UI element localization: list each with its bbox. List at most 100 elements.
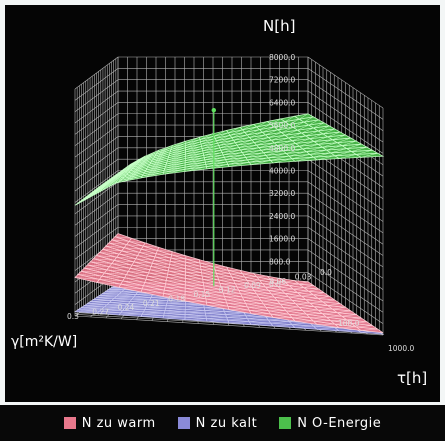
surface-zu-warm-diag [202, 279, 219, 281]
surface-zu-warm-diag [185, 294, 206, 296]
surface-zu-warm-diag [169, 264, 186, 266]
surface-zu-warm-diag [313, 292, 325, 296]
surface-o-energie-diag [265, 150, 284, 156]
surface-zu-warm-diag [143, 245, 159, 248]
surface-zu-warm-diag [303, 285, 314, 288]
left-wall-grid-line [74, 181, 119, 215]
surface-zu-kalt-diag [106, 303, 129, 305]
legend-swatch-zu-kalt [177, 417, 190, 429]
surface-zu-warm-diag [302, 309, 319, 311]
surface-zu-warm-diag [223, 292, 241, 294]
surface-zu-warm-diag [74, 277, 100, 280]
right-wall-grid-line [307, 272, 384, 324]
legend-item-zu-kalt[interactable]: N zu kalt [177, 415, 258, 431]
left-wall-grid-line [74, 158, 119, 192]
surface-zu-kalt-diag [90, 300, 112, 302]
gamma-tick-label: 0.0 [320, 268, 332, 277]
surface-zu-kalt-diag [316, 327, 335, 330]
surface-zu-warm-diag [185, 265, 201, 267]
surface-o-energie-diag [294, 156, 314, 162]
surface-o-energie-diag [299, 141, 315, 147]
right-wall-grid-line [307, 249, 384, 302]
surface-o-energie-diag [308, 119, 319, 126]
surface-zu-warm-diag [206, 301, 227, 304]
surface-o-energie-diag [284, 116, 295, 122]
surface-zu-kalt-diag [104, 305, 127, 308]
surface-zu-warm-diag [170, 260, 186, 263]
surface-zu-warm-diag [288, 295, 302, 298]
left-wall-grid-line [74, 227, 119, 260]
surface-zu-kalt-diag [140, 315, 164, 317]
surface-o-energie-diag [236, 139, 252, 146]
legend-item-zu-warm[interactable]: N zu warm [63, 415, 156, 431]
surface-o-energie-diag [309, 149, 327, 155]
surface-zu-warm-diag [284, 280, 295, 283]
surface-zu-warm-diag [295, 302, 310, 305]
z-tick-label: 0.0 [269, 280, 281, 289]
surface-o-energie-diag [114, 163, 132, 184]
surface-zu-warm-diag [299, 306, 315, 308]
surface-o-energie-diag [206, 161, 227, 167]
surface-zu-warm-diag [128, 271, 149, 274]
surface-zu-kalt-diag [149, 297, 169, 301]
surface-zu-warm-diag [228, 309, 250, 311]
surface-o-energie-diag [185, 161, 206, 168]
legend-label-zu-warm: N zu warm [81, 415, 156, 431]
legend-item-o-energie[interactable]: N O-Energie [279, 416, 381, 431]
surface-zu-kalt-diag [122, 309, 145, 311]
left-wall-grid-line [74, 192, 119, 226]
surface-o-energie-diag [247, 155, 267, 161]
surface-o-energie-diag [128, 155, 146, 166]
chart-plot-area[interactable]: 0.0 800.0 1600.0 2400.0 3200.0 4000.0 4800.0 56… [5, 5, 440, 402]
surface-zu-kalt-diag [162, 316, 186, 319]
surface-zu-warm-diag [309, 301, 323, 304]
left-wall-grid-line [74, 136, 119, 169]
surface-zu-kalt-diag [166, 301, 186, 304]
gamma-tick-label: 0.24 [118, 303, 135, 312]
surface-plot-svg[interactable]: 0.0 800.0 1600.0 2400.0 3200.0 4000.0 4800.0 56… [5, 5, 440, 402]
surface-o-energie-diag [205, 159, 226, 165]
right-wall-grid-line [307, 158, 384, 211]
surface-zu-kalt-diag [294, 325, 314, 328]
surface-zu-warm-diag [293, 287, 304, 290]
right-wall-grid-line [307, 215, 384, 268]
z-tick-label: 2400.0 [269, 212, 295, 221]
surface-o-energie-diag [217, 137, 232, 144]
surface-o-energie-diag [238, 142, 255, 148]
legend-swatch-zu-warm [63, 417, 76, 429]
surface-zu-warm-diag [356, 325, 373, 328]
surface-zu-warm-diag [289, 283, 300, 286]
surface-zu-warm-diag [166, 280, 186, 282]
legend-label-zu-kalt: N zu kalt [195, 415, 258, 431]
surface-zu-warm-diag [185, 268, 202, 270]
surface-o-energie-diag [215, 132, 229, 139]
surface-zu-warm-diag [185, 274, 203, 277]
surface-zu-warm-diag [120, 283, 144, 286]
surface-zu-warm-diag [202, 275, 218, 277]
surface-zu-kalt-diag [142, 312, 165, 315]
surface-zu-kalt-diag [109, 301, 131, 303]
surface-o-energie-diag [346, 143, 362, 149]
surface-zu-warm-diag [148, 272, 168, 275]
surface-o-energie-diag [229, 129, 243, 136]
right-wall-grid-line [307, 238, 384, 290]
surface-o-energie-diag [302, 144, 319, 150]
surface-zu-warm-diag [322, 299, 335, 303]
surface-zu-kalt-diag [226, 315, 246, 318]
surface-zu-warm-diag [106, 269, 129, 272]
surface-zu-warm-diag [274, 281, 286, 284]
surface-o-energie-diag [228, 127, 241, 134]
surface-zu-kalt-diag [81, 306, 105, 308]
surface-zu-warm-diag [87, 264, 110, 267]
surface-zu-kalt-diag [99, 310, 123, 312]
surface-zu-warm-diag [122, 280, 145, 283]
surface-zu-warm-diag [121, 250, 140, 253]
surface-o-energie-diag [286, 148, 303, 154]
surface-zu-warm-diag [142, 288, 165, 291]
surface-o-energie-diag [226, 157, 246, 163]
surface-o-energie-diag [203, 149, 222, 156]
surface-zu-warm-diag [116, 256, 136, 259]
surface-zu-kalt-diag [270, 321, 290, 324]
surface-o-energie-diag [356, 149, 373, 155]
